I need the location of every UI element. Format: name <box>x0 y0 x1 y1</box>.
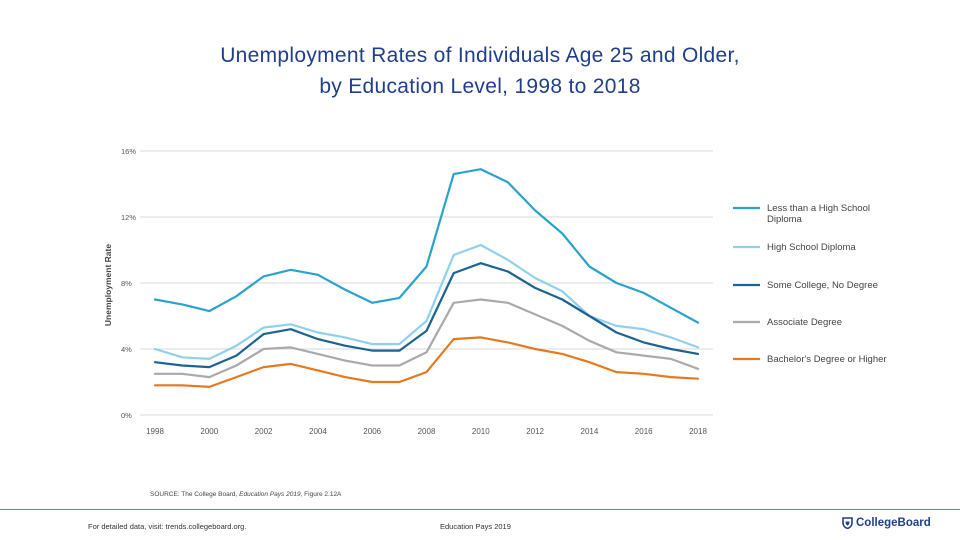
chart-title-line-1: Unemployment Rates of Individuals Age 25… <box>220 44 740 67</box>
footer-data-link[interactable]: For detailed data, visit: trends.college… <box>88 522 247 531</box>
x-tick-label: 1998 <box>146 427 164 436</box>
x-tick-label: 2010 <box>472 427 490 436</box>
chart-title: Unemployment Rates of Individuals Age 25… <box>0 40 960 102</box>
y-tick-label: 16% <box>121 147 136 156</box>
x-tick-label: 2002 <box>255 427 273 436</box>
source-note: SOURCE: The College Board, Education Pay… <box>150 491 341 498</box>
series-line-3 <box>153 262 700 369</box>
x-tick-label: 2004 <box>309 427 327 436</box>
y-tick-label: 8% <box>121 279 132 288</box>
x-tick-label: 2016 <box>635 427 653 436</box>
y-axis-label: Unemployment Rate <box>103 244 113 326</box>
x-tick-label: 2008 <box>418 427 436 436</box>
series-line-5 <box>153 336 700 388</box>
series-line-4 <box>153 298 700 379</box>
footer-publication: Education Pays 2019 <box>440 522 511 531</box>
legend-label: Some College, No Degree <box>767 280 878 291</box>
acorn-shield-icon <box>842 517 853 529</box>
source-publication: Education Pays 2019 <box>239 491 301 498</box>
gridlines <box>140 150 713 416</box>
legend-label: Bachelor's Degree or Higher <box>767 354 887 365</box>
x-tick-label: 2018 <box>689 427 707 436</box>
y-tick-label: 12% <box>121 213 136 222</box>
series-line-1 <box>153 168 700 324</box>
chart-title-line-2: by Education Level, 1998 to 2018 <box>319 75 641 98</box>
x-tick-label: 2000 <box>200 427 218 436</box>
source-prefix: SOURCE: The College Board, <box>150 491 240 498</box>
series-lines <box>153 168 700 388</box>
legend-label: High School Diploma <box>767 242 856 253</box>
x-tick-label: 2014 <box>581 427 599 436</box>
x-tick-label: 2012 <box>526 427 544 436</box>
y-tick-label: 0% <box>121 411 132 420</box>
series-line-2 <box>153 243 700 360</box>
axes: 0% 4% 8% 12% 16% 1998 2000 2002 2004 2006 2008 2010… <box>103 147 707 436</box>
brand-name: CollegeBoard <box>856 517 931 529</box>
collegeboard-logo[interactable]: CollegeBoard <box>842 517 931 529</box>
legend-label: Associate Degree <box>767 317 842 328</box>
y-tick-label: 4% <box>121 345 132 354</box>
x-tick-label: 2006 <box>363 427 381 436</box>
footer-divider <box>0 509 960 510</box>
source-suffix: , Figure 2.12A <box>300 491 342 498</box>
legend-label: Diploma <box>767 214 803 225</box>
legend-label: Less than a High School <box>767 203 870 214</box>
